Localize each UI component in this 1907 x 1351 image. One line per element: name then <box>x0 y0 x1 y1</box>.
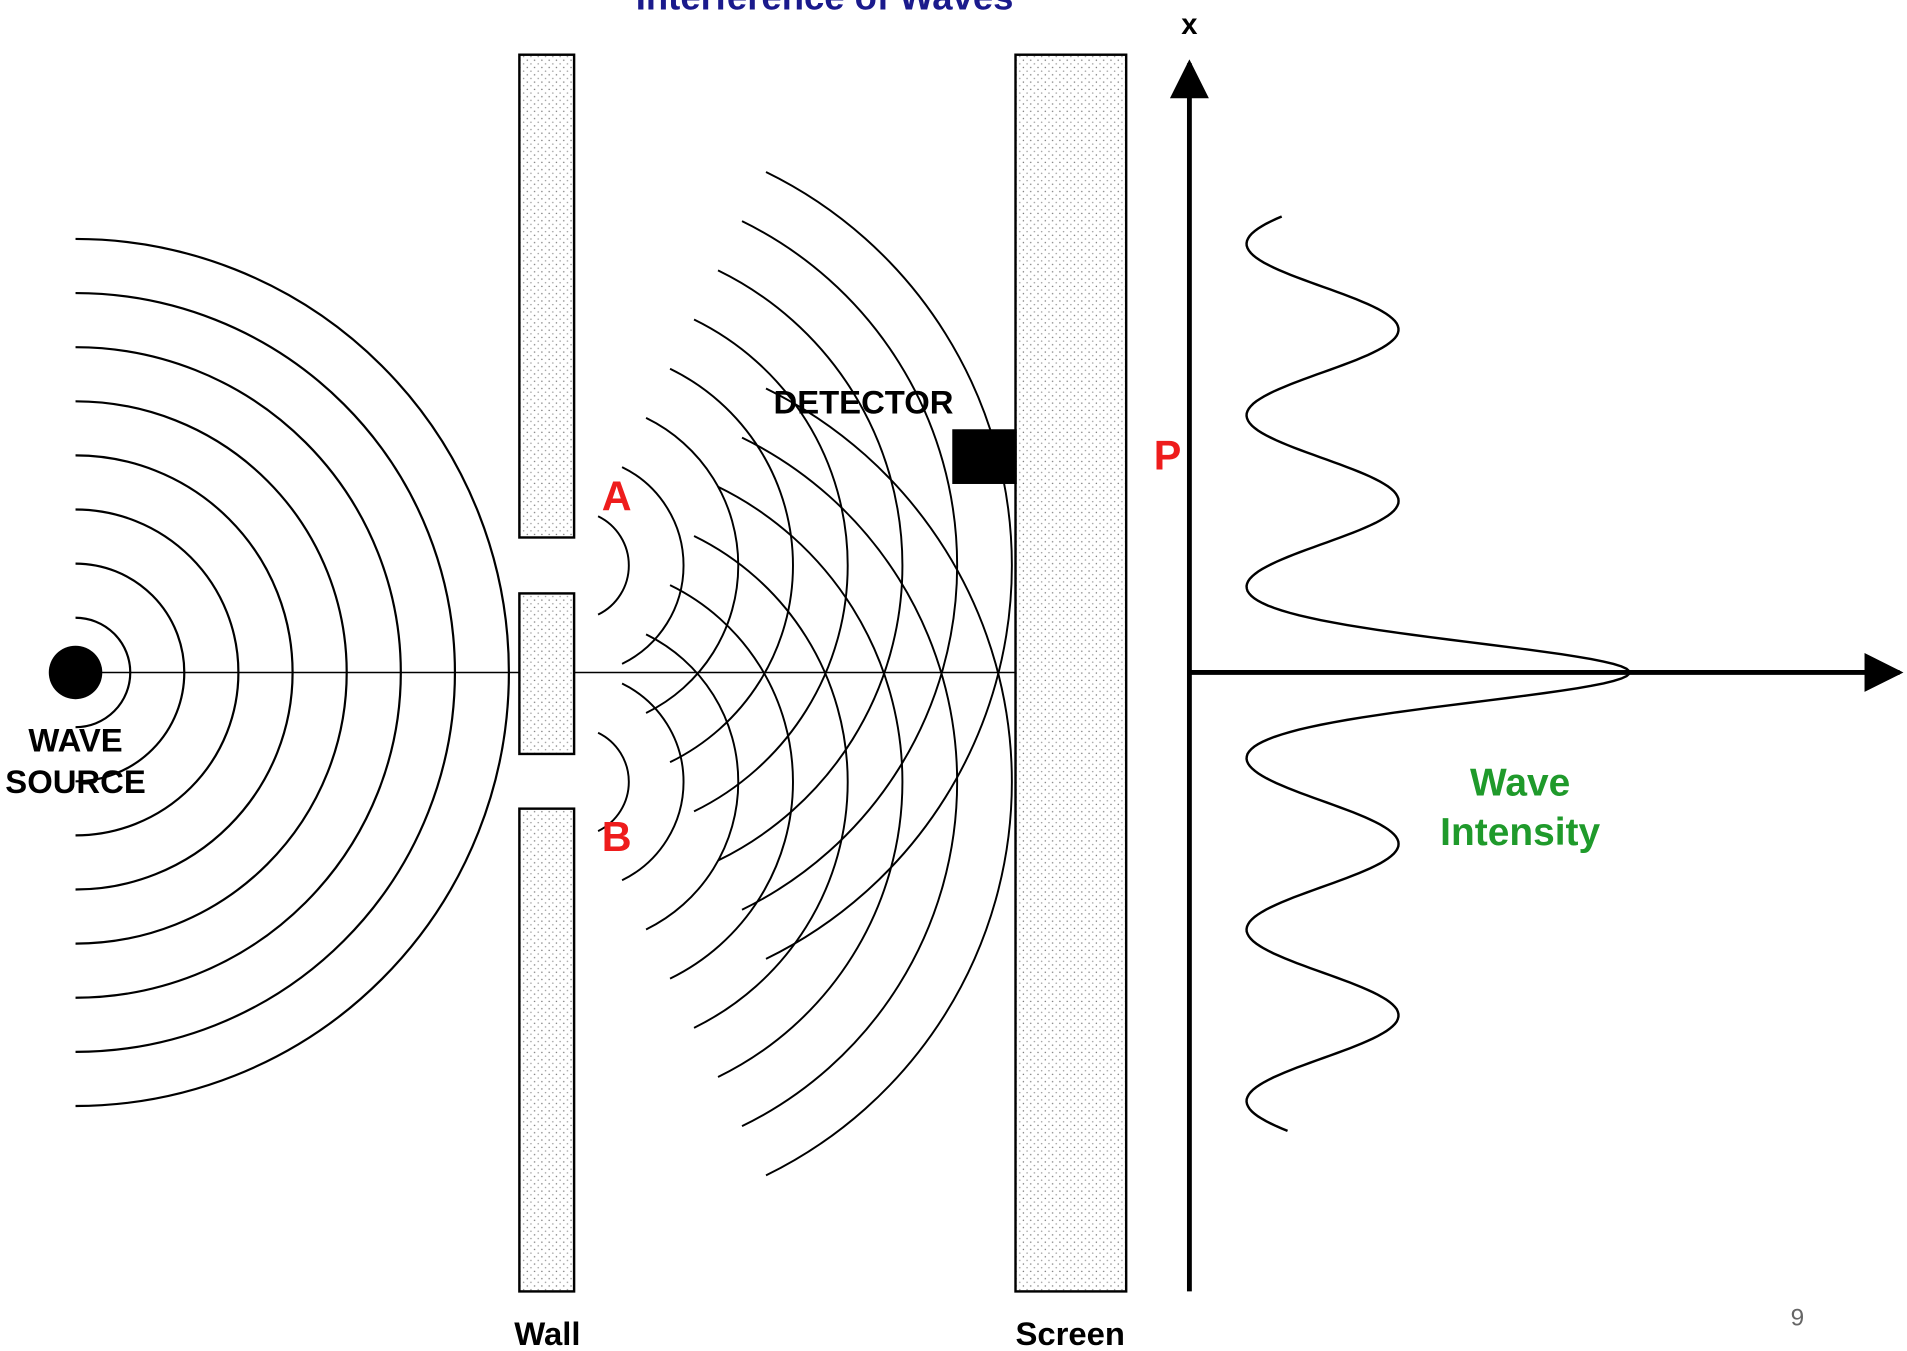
wall-label: Wall <box>514 1315 580 1351</box>
wavefront <box>742 438 957 1127</box>
intensity-label: Intensity <box>1440 811 1600 854</box>
wavefront <box>598 516 629 614</box>
page: {"title": "Interference of Waves", "labe… <box>0 0 1907 1351</box>
page-number: 9 <box>1791 1304 1805 1331</box>
wavefront <box>718 270 902 860</box>
axis-x-label: x <box>1181 9 1198 41</box>
wall-upper <box>519 55 574 538</box>
point-p-label: P <box>1154 432 1182 478</box>
slit-waves <box>598 172 1012 1175</box>
source-label: SOURCE <box>5 763 145 800</box>
intensity-label: Wave <box>1470 761 1570 804</box>
wavefront <box>670 585 793 978</box>
wavefront <box>766 172 1012 959</box>
screen-label: Screen <box>1015 1315 1125 1351</box>
wavefront <box>718 487 902 1077</box>
detector-label: DETECTOR <box>774 383 954 420</box>
wavefront <box>766 388 1012 1175</box>
wall-middle <box>519 593 574 754</box>
wavefront <box>742 221 957 910</box>
title: Interference of Waves <box>636 0 1014 18</box>
slit-b-label: B <box>602 814 632 860</box>
screen <box>1016 55 1127 1292</box>
diagram: Interference of Waves WAVE SOURCE Wall S… <box>0 0 1907 1351</box>
wave-source <box>49 646 103 700</box>
slit-a-label: A <box>602 474 632 520</box>
wavefront <box>694 536 848 1028</box>
wall-lower <box>519 809 574 1292</box>
detector <box>952 429 1016 484</box>
wavefront <box>670 369 793 762</box>
source-label: WAVE <box>28 722 122 759</box>
